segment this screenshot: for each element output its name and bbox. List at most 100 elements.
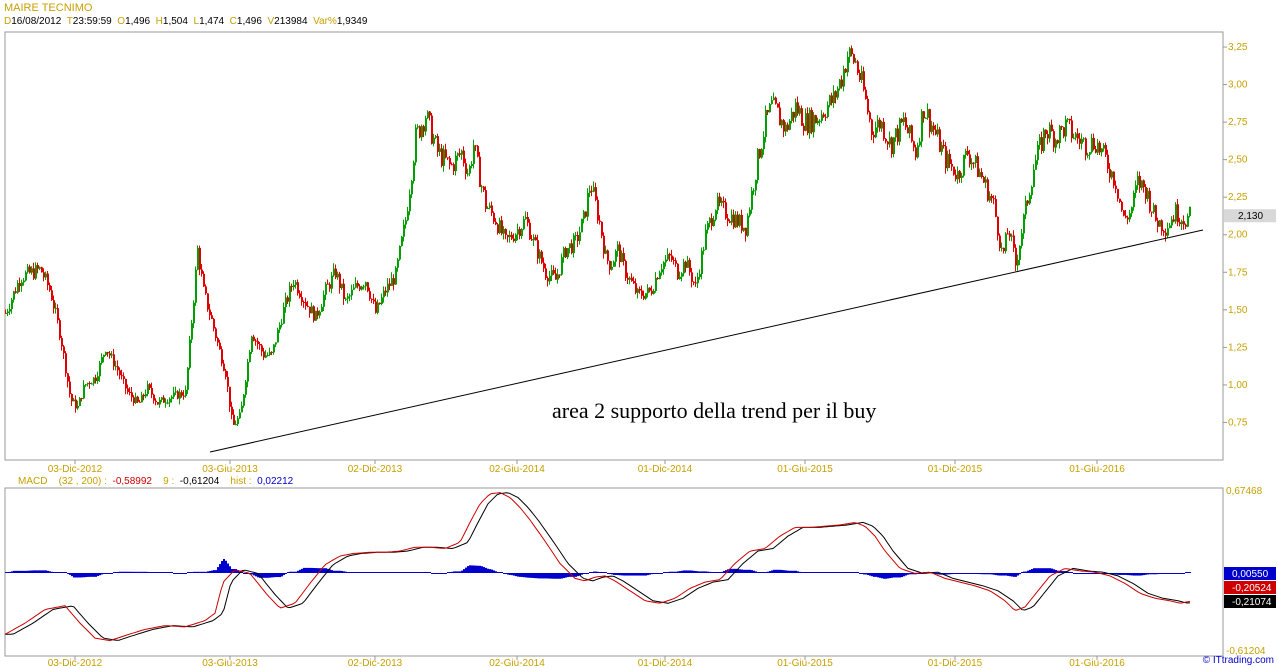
macd-histogram-bar bbox=[65, 572, 67, 573]
macd-histogram-bar bbox=[229, 566, 231, 573]
macd-histogram-bar bbox=[415, 572, 417, 573]
macd-histogram-bar bbox=[1023, 571, 1025, 573]
price-bar-body bbox=[387, 283, 389, 293]
price-bar-body bbox=[85, 384, 87, 386]
price-bar-body bbox=[591, 190, 593, 192]
price-bar-body bbox=[521, 229, 523, 237]
price-bar-body bbox=[561, 257, 563, 275]
price-bar-body bbox=[919, 141, 921, 146]
price-bar-body bbox=[713, 219, 715, 226]
price-bar-body bbox=[577, 235, 579, 242]
price-bar-body bbox=[757, 149, 759, 181]
macd-histogram-bar bbox=[969, 573, 971, 574]
macd-histogram-bar bbox=[819, 572, 821, 573]
price-bar-body bbox=[855, 61, 857, 63]
macd-histogram-bar bbox=[575, 573, 577, 577]
macd-histogram-bar bbox=[1033, 568, 1035, 573]
macd-histogram-bar bbox=[1149, 573, 1151, 575]
macd-histogram-bar bbox=[241, 572, 243, 573]
macd-histogram-bar bbox=[317, 568, 319, 573]
macd-histogram-bar bbox=[1011, 573, 1013, 577]
macd-histogram-bar bbox=[1077, 573, 1079, 574]
price-bar-body bbox=[961, 175, 963, 178]
price-bar-body bbox=[233, 414, 235, 425]
price-bar-body bbox=[1175, 204, 1177, 222]
price-bar-body bbox=[901, 118, 903, 123]
macd-histogram-bar bbox=[523, 573, 525, 578]
price-bar-body bbox=[843, 68, 845, 87]
macd-histogram-bar bbox=[1005, 573, 1007, 576]
price-bar-body bbox=[201, 269, 203, 274]
macd-histogram-bar bbox=[631, 573, 633, 576]
macd-histogram-bar bbox=[803, 572, 805, 573]
price-bar-body bbox=[435, 136, 437, 138]
macd-histogram-bar bbox=[1159, 573, 1161, 574]
macd-histogram-bar bbox=[557, 573, 559, 579]
macd-histogram-bar bbox=[441, 573, 443, 574]
price-bar-body bbox=[763, 136, 765, 150]
price-bar-body bbox=[727, 218, 729, 222]
macd-histogram-bar bbox=[649, 573, 651, 575]
macd-histogram-bar bbox=[1053, 569, 1055, 573]
price-bar-body bbox=[723, 200, 725, 203]
macd-histogram-bar bbox=[1019, 573, 1021, 575]
price-bar-body bbox=[1089, 152, 1091, 155]
price-bar-body bbox=[709, 218, 711, 224]
macd-histogram-bar bbox=[11, 571, 13, 573]
macd-histogram-bar bbox=[761, 572, 763, 573]
price-bar-body bbox=[455, 155, 457, 172]
price-bar-body bbox=[1139, 175, 1141, 188]
price-bar-body bbox=[1169, 225, 1171, 229]
price-bar-body bbox=[135, 396, 137, 404]
price-bar-body bbox=[651, 290, 653, 294]
macd-histogram-bar bbox=[787, 570, 789, 573]
last-price-tag: 2,130 bbox=[1224, 209, 1276, 223]
macd-histogram-bar bbox=[993, 573, 995, 575]
macd-histogram-bar bbox=[427, 572, 429, 573]
macd-histogram-bar bbox=[143, 571, 145, 573]
price-bar-body bbox=[1189, 206, 1191, 216]
price-bar-body bbox=[357, 283, 359, 287]
macd-histogram-bar bbox=[855, 572, 857, 573]
macd-histogram-bar bbox=[867, 573, 869, 576]
price-bar-body bbox=[159, 399, 161, 405]
price-bar-body bbox=[355, 283, 357, 288]
macd-histogram-bar bbox=[779, 569, 781, 573]
macd-histogram-bar bbox=[443, 573, 445, 574]
macd-histogram-bar bbox=[15, 570, 17, 573]
macd-histogram-bar bbox=[793, 570, 795, 573]
price-bar-body bbox=[737, 214, 739, 226]
macd-histogram-bar bbox=[539, 573, 541, 579]
macd-histogram-bar bbox=[9, 571, 11, 573]
macd-histogram-bar bbox=[391, 572, 393, 573]
price-bar-body bbox=[19, 283, 21, 287]
macd-histogram-bar bbox=[679, 571, 681, 573]
macd-histogram-bar bbox=[741, 569, 743, 573]
macd-histogram-bar bbox=[551, 573, 553, 579]
macd-histogram-bar bbox=[375, 572, 377, 573]
macd-histogram-bar bbox=[451, 571, 453, 573]
price-bar-body bbox=[427, 111, 429, 119]
price-bar-body bbox=[283, 307, 285, 324]
macd-x-tick-label: 03-Giu-2013 bbox=[202, 658, 258, 668]
macd-histogram-bar bbox=[421, 572, 423, 573]
price-bar-body bbox=[177, 391, 179, 399]
macd-histogram-bar bbox=[499, 572, 501, 573]
macd-histogram-bar bbox=[747, 569, 749, 573]
price-bar-body bbox=[497, 224, 499, 234]
price-bar-body bbox=[113, 354, 115, 367]
price-y-tick-label: 2,00 bbox=[1228, 230, 1248, 241]
price-bar-body bbox=[703, 249, 705, 251]
macd-histogram-bar bbox=[111, 573, 113, 574]
price-bar-body bbox=[667, 254, 669, 260]
macd-histogram-bar bbox=[501, 572, 503, 573]
price-bar-body bbox=[649, 287, 651, 291]
price-bar-body bbox=[321, 306, 323, 312]
macd-histogram-bar bbox=[153, 572, 155, 573]
price-y-tick-label: 1,75 bbox=[1228, 267, 1248, 278]
macd-signal-label: 9 : bbox=[163, 476, 175, 487]
price-bar-body bbox=[297, 282, 299, 294]
macd-histogram-bar bbox=[1061, 571, 1063, 573]
price-bar-body bbox=[541, 251, 543, 263]
macd-histogram-bar bbox=[483, 567, 485, 573]
